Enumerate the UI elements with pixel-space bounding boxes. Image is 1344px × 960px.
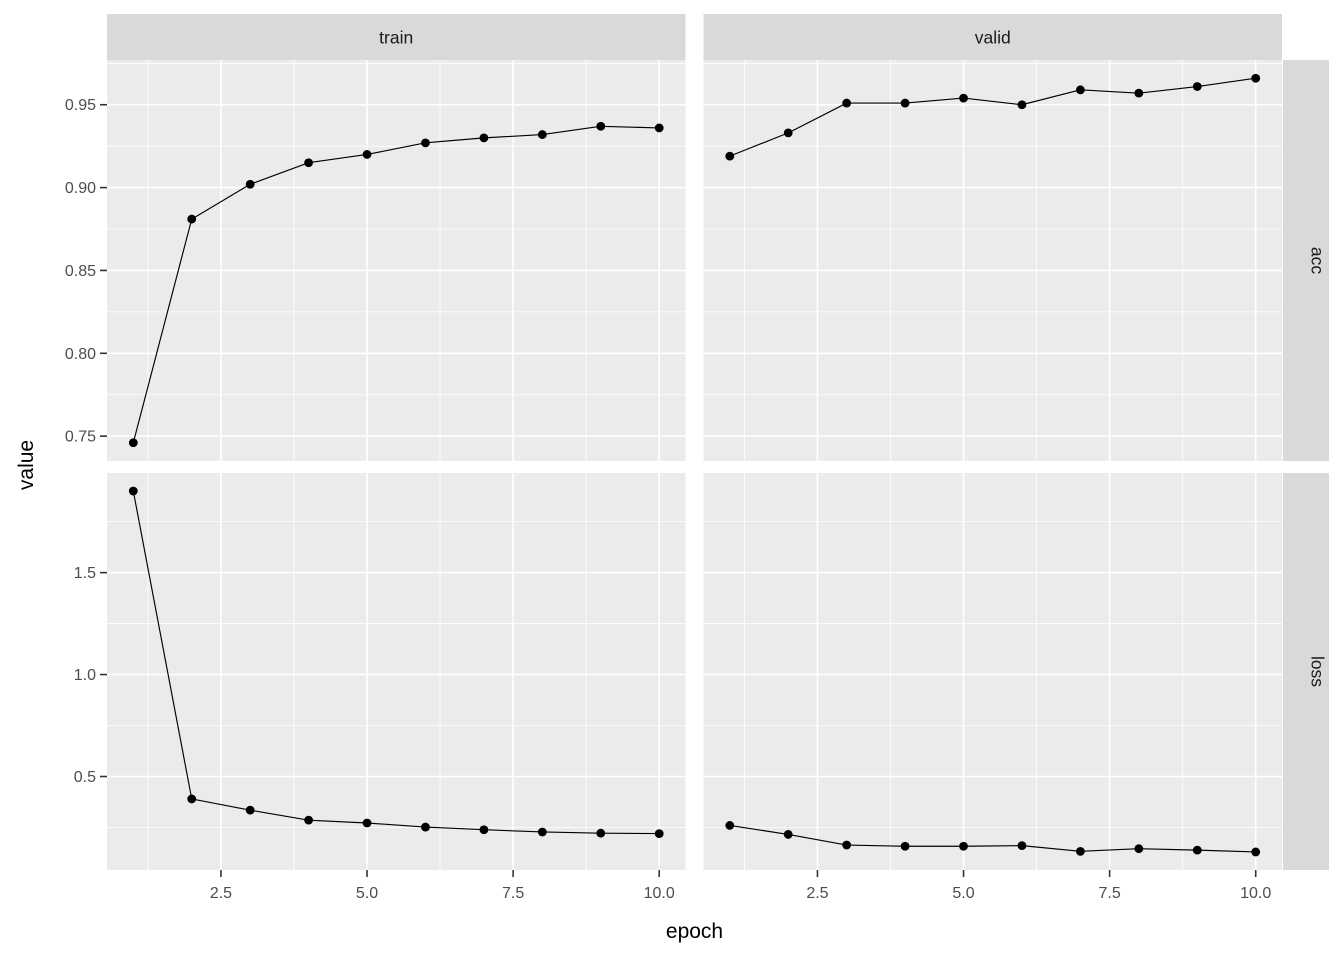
data-point <box>1017 841 1027 851</box>
data-point <box>128 438 138 448</box>
data-point <box>479 825 489 835</box>
data-point <box>1251 847 1261 857</box>
series-line-valid-loss <box>729 824 1256 853</box>
facet-strip-loss <box>1283 473 1329 870</box>
x-tick-label: 7.5 <box>502 885 524 902</box>
panel-background <box>703 473 1282 870</box>
y-tick-label: 0.75 <box>65 429 96 446</box>
x-axis-title: epoch <box>666 920 723 943</box>
data-point <box>596 828 606 838</box>
data-point <box>537 130 547 139</box>
data-point <box>421 138 430 148</box>
data-point <box>1076 85 1085 95</box>
x-tick-label: 5.0 <box>952 885 974 902</box>
data-point <box>304 158 313 168</box>
y-axis-title: value <box>15 440 38 490</box>
y-tick-label: 0.80 <box>65 346 96 363</box>
x-tick-label: 10.0 <box>1240 885 1271 902</box>
x-tick-label: 5.0 <box>356 885 378 902</box>
data-point <box>1192 82 1202 91</box>
facet-strip-valid <box>703 14 1282 60</box>
data-point <box>900 841 910 851</box>
y-tick-label: 1.0 <box>74 667 96 684</box>
data-point <box>537 827 547 837</box>
facet-strip-label-acc: acc <box>1308 247 1328 274</box>
data-point <box>128 486 138 496</box>
data-point <box>959 841 968 851</box>
data-point <box>842 840 852 850</box>
panel-valid-acc <box>703 60 1282 461</box>
data-point <box>421 822 430 832</box>
panel-background <box>107 60 686 461</box>
x-tick-label: 7.5 <box>1098 885 1120 902</box>
panels-group: 0.95 0.90 0.85 0.80 0.75 1.5 1.0 0.5 2.5 5.0 7.5 10… <box>65 60 1282 902</box>
data-point <box>1251 73 1261 83</box>
data-point <box>596 121 606 131</box>
data-point <box>362 818 372 828</box>
x-tick-label: 2.5 <box>210 885 232 902</box>
y-tick-label: 0.95 <box>65 97 96 114</box>
y-tick-label: 0.90 <box>65 180 96 197</box>
data-point <box>783 128 793 138</box>
facet-strip-train <box>107 14 686 60</box>
data-point <box>187 214 197 224</box>
panel-train-acc: 0.95 0.90 0.85 0.80 0.75 <box>65 60 686 461</box>
data-point <box>245 805 255 815</box>
data-point <box>1076 846 1085 856</box>
data-point <box>725 821 735 830</box>
panel-valid-loss: 2.5 5.0 7.5 10.0 <box>703 473 1282 902</box>
panel-background <box>703 60 1282 461</box>
panel-background <box>107 473 686 870</box>
series-line-train-loss <box>132 490 660 835</box>
y-tick-label: 0.85 <box>65 263 96 280</box>
panel-train-loss: 1.5 1.0 0.5 2.5 5.0 7.5 10.0 <box>74 473 686 902</box>
data-point <box>187 794 197 804</box>
data-point <box>1017 100 1027 110</box>
x-tick-label: 10.0 <box>644 885 675 902</box>
facet-strip-acc <box>1283 60 1329 461</box>
facet-strip-label-valid: valid <box>975 28 1011 48</box>
data-point <box>479 133 489 143</box>
data-point <box>1134 844 1144 854</box>
y-tick-label: 1.5 <box>74 565 96 582</box>
series-line-train-acc <box>132 125 660 443</box>
data-point <box>1134 88 1144 98</box>
data-point <box>959 93 968 103</box>
data-point <box>900 98 910 108</box>
series-line-valid-acc <box>729 77 1256 157</box>
data-point <box>842 98 852 108</box>
data-point <box>304 815 313 825</box>
facet-strip-label-train: train <box>379 28 413 48</box>
data-point <box>1192 845 1202 855</box>
data-point <box>783 830 793 839</box>
data-point <box>654 829 664 839</box>
data-point <box>362 150 372 159</box>
data-point <box>725 151 735 161</box>
x-tick-label: 2.5 <box>806 885 828 902</box>
data-point <box>245 179 255 189</box>
data-point <box>654 123 664 133</box>
y-tick-label: 0.5 <box>74 769 96 786</box>
facet-strip-label-loss: loss <box>1308 656 1328 687</box>
